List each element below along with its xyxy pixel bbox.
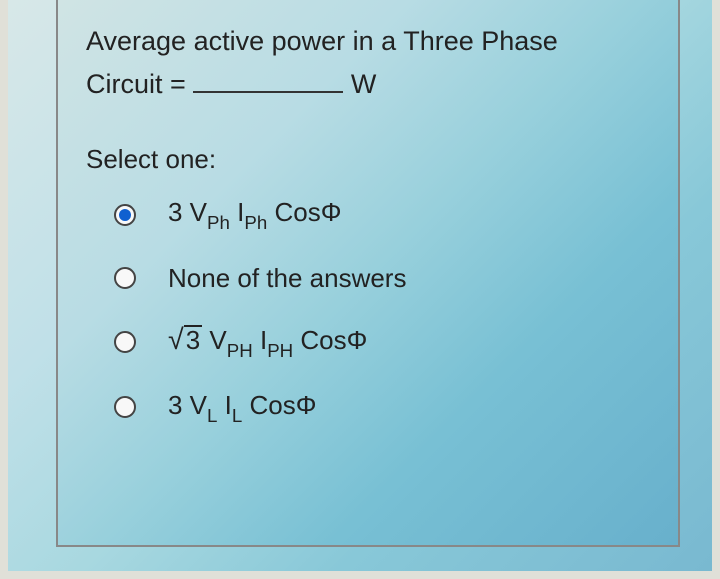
option-row[interactable]: 3 VL IL CosΦ (114, 390, 650, 425)
question-text: Average active power in a Three Phase Ci… (86, 20, 650, 106)
opt3-sub1: PH (227, 340, 253, 361)
option-row[interactable]: 3 VPh IPh CosΦ (114, 197, 650, 232)
radio-option-2[interactable] (114, 267, 136, 289)
opt1-sub1: Ph (207, 212, 230, 233)
question-card: Average active power in a Three Phase Ci… (56, 0, 680, 547)
sqrt-expr: √3 (168, 325, 202, 355)
opt4-sub2: L (232, 405, 242, 426)
option-label-2: None of the answers (168, 263, 406, 294)
question-unit: W (351, 69, 376, 99)
opt1-tail: CosΦ (267, 197, 341, 227)
option-label-3: √3 VPH IPH CosΦ (168, 324, 367, 360)
radio-option-1[interactable] (114, 204, 136, 226)
opt3-i: I (253, 325, 267, 355)
opt3-tail: CosΦ (293, 325, 367, 355)
opt1-sub2: Ph (244, 212, 267, 233)
option-row[interactable]: √3 VPH IPH CosΦ (114, 324, 650, 360)
option-label-4: 3 VL IL CosΦ (168, 390, 317, 425)
fill-blank (193, 64, 343, 93)
opt4-mid: I (217, 390, 231, 420)
sqrt-symbol: √ (168, 324, 184, 356)
option-row[interactable]: None of the answers (114, 263, 650, 294)
opt4-coef: 3 V (168, 390, 207, 420)
opt3-sub2: PH (267, 340, 293, 361)
options-group: 3 VPh IPh CosΦ None of the answers √3 VP… (86, 197, 650, 425)
question-circuit-prefix: Circuit = (86, 69, 186, 99)
opt1-mid: I (230, 197, 244, 227)
select-one-label: Select one: (86, 144, 650, 175)
opt3-v: V (202, 325, 227, 355)
opt4-sub1: L (207, 405, 217, 426)
question-line1: Average active power in a Three Phase (86, 26, 558, 56)
radio-option-4[interactable] (114, 396, 136, 418)
opt1-coef: 3 V (168, 197, 207, 227)
radio-option-3[interactable] (114, 331, 136, 353)
opt4-tail: CosΦ (242, 390, 316, 420)
option-label-1: 3 VPh IPh CosΦ (168, 197, 341, 232)
sqrt-arg: 3 (184, 325, 202, 353)
